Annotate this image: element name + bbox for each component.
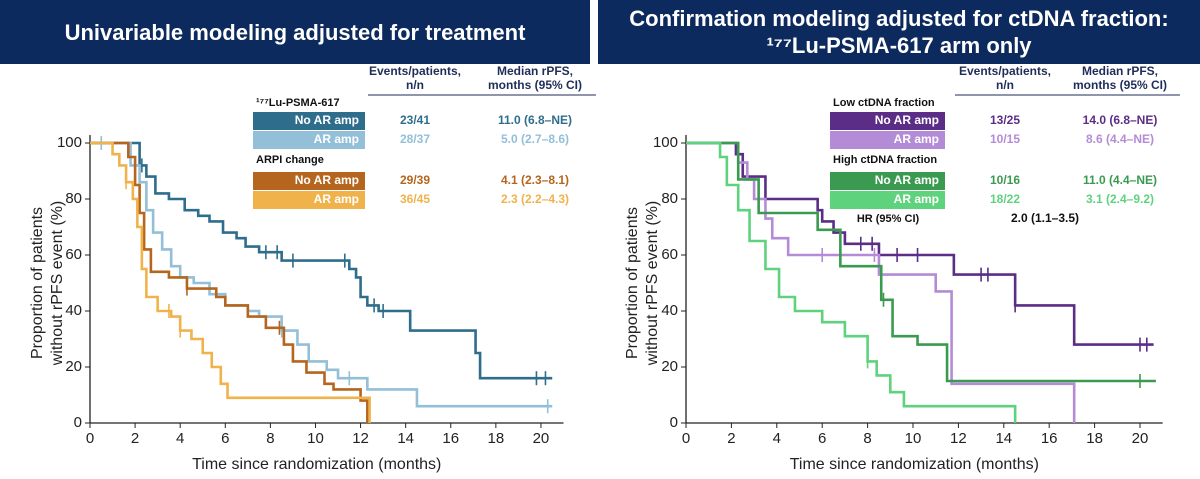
x-tick-label: 8	[863, 430, 871, 447]
legend-swatch	[253, 131, 365, 149]
x-tick-label: 16	[442, 430, 459, 447]
x-tick-label: 12	[352, 430, 369, 447]
events: 23/41	[400, 113, 430, 127]
legend-label: No AR amp	[875, 173, 939, 187]
legend-swatch	[830, 191, 945, 209]
legend-label: No AR amp	[875, 113, 939, 127]
x-tick-label: 14	[995, 430, 1012, 447]
group-label: ¹⁷⁷Lu-PSMA-617	[256, 97, 340, 109]
events: 10/16	[990, 173, 1020, 187]
x-tick-label: 6	[221, 430, 229, 447]
table-header: Median rPFS, months (95% CI)	[1072, 64, 1167, 92]
legend-label: AR amp	[314, 132, 359, 146]
km-curve	[686, 141, 1076, 423]
x-tick-label: 20	[1132, 430, 1149, 447]
km-curve	[90, 141, 371, 423]
y-tick-label: 80	[661, 190, 678, 207]
group-label: ARPI change	[256, 154, 324, 166]
legend-label: No AR amp	[295, 173, 359, 187]
median: 8.6 (4.4–NE)	[1086, 132, 1154, 146]
median: 3.1 (2.4–9.2)	[1086, 192, 1154, 206]
x-tick-label: 4	[176, 430, 184, 447]
x-tick-label: 10	[307, 430, 324, 447]
x-tick-label: 14	[397, 430, 414, 447]
y-tick-label: 40	[661, 302, 678, 319]
km-curve	[90, 141, 369, 423]
group-label: Low ctDNA fraction	[833, 97, 935, 109]
panel-title: ¹⁷⁷Lu-PSMA-617 arm only	[766, 33, 1032, 58]
x-tick-label: 12	[950, 430, 967, 447]
median: 5.0 (2.7–8.6)	[501, 132, 569, 146]
x-tick-label: 18	[1086, 430, 1103, 447]
events: 36/45	[400, 192, 430, 206]
km-curve	[686, 141, 1154, 346]
legend-label: No AR amp	[295, 113, 359, 127]
median: 14.0 (6.8–NE)	[1083, 113, 1158, 127]
y-tick-label: 0	[670, 414, 678, 431]
median: 2.3 (2.2–4.3)	[501, 192, 569, 206]
legend-swatch	[253, 191, 365, 209]
y-tick-label: 60	[661, 246, 678, 263]
events: 10/15	[990, 132, 1020, 146]
x-tick-label: 0	[682, 430, 690, 447]
legend-label: AR amp	[314, 192, 359, 206]
x-axis-label: Time since randomization (months)	[192, 456, 441, 473]
legend-swatch	[830, 172, 945, 190]
y-axis-label: without rPFS event (%)	[49, 201, 66, 367]
x-tick-label: 2	[727, 430, 735, 447]
banner: Confirmation modeling adjusted for ctDNA…	[598, 0, 1200, 64]
group-label: High ctDNA fraction	[833, 154, 937, 166]
km-curve	[686, 141, 1017, 423]
table-header: Median rPFS, months (95% CI)	[487, 64, 582, 92]
events: 29/39	[400, 173, 430, 187]
events: 18/22	[990, 192, 1020, 206]
y-tick-label: 100	[653, 134, 678, 151]
median: 11.0 (6.8–NE)	[498, 113, 572, 127]
x-tick-label: 18	[488, 430, 505, 447]
y-tick-label: 20	[661, 358, 678, 375]
panel-title: Confirmation modeling adjusted for ctDNA…	[629, 6, 1169, 31]
table-header: Events/patients, n/n	[368, 64, 462, 92]
x-tick-label: 6	[818, 430, 826, 447]
x-tick-label: 4	[773, 430, 781, 447]
panel-title: Univariable modeling adjusted for treatm…	[64, 19, 526, 45]
legend-label: AR amp	[894, 192, 939, 206]
legend-swatch	[253, 172, 365, 190]
y-axis-label: Proportion of patients	[29, 207, 46, 359]
y-axis-label: Proportion of patients	[624, 207, 641, 359]
median: 11.0 (4.4–NE)	[1083, 173, 1157, 187]
legend-swatch	[830, 112, 945, 130]
km-curve	[686, 141, 1156, 383]
x-tick-label: 0	[86, 430, 94, 447]
y-tick-label: 20	[65, 358, 82, 375]
y-axis-label: without rPFS event (%)	[644, 201, 661, 367]
y-tick-label: 0	[74, 414, 82, 431]
hr-value: 2.0 (1.1–3.5)	[1011, 211, 1079, 225]
y-tick-label: 60	[65, 246, 82, 263]
hr-label: HR (95% CI)	[857, 213, 920, 225]
y-tick-label: 80	[65, 190, 82, 207]
x-tick-label: 8	[266, 430, 274, 447]
median: 4.1 (2.3–8.1)	[501, 173, 569, 187]
x-tick-label: 16	[1041, 430, 1058, 447]
legend-label: AR amp	[894, 132, 939, 146]
x-tick-label: 20	[533, 430, 550, 447]
events: 28/37	[400, 132, 430, 146]
table-header: Events/patients, n/n	[958, 64, 1052, 92]
y-tick-label: 100	[57, 134, 82, 151]
banner: Univariable modeling adjusted for treatm…	[0, 0, 590, 64]
x-tick-label: 2	[131, 430, 139, 447]
legend-swatch	[253, 112, 365, 130]
events: 13/25	[990, 113, 1020, 127]
x-tick-label: 10	[905, 430, 922, 447]
x-axis-label: Time since randomization (months)	[790, 456, 1039, 473]
legend-swatch	[830, 131, 945, 149]
y-tick-label: 40	[65, 302, 82, 319]
